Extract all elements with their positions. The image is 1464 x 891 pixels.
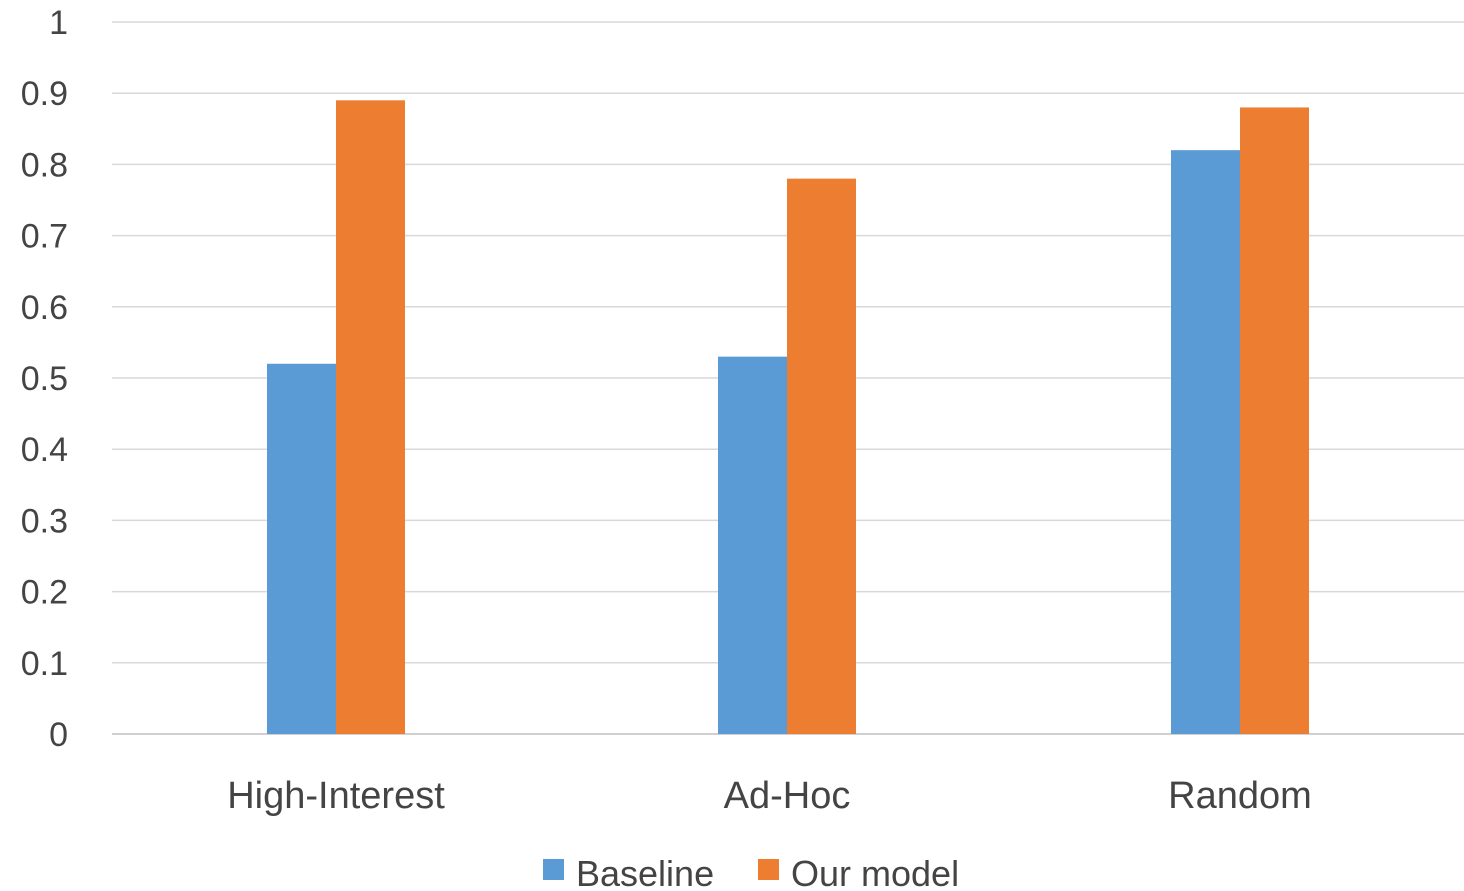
y-tick-label: 0.1 — [21, 645, 68, 683]
legend: Baseline Our model — [543, 853, 959, 891]
y-tick-label: 0.5 — [21, 360, 68, 398]
x-axis-categories: High-Interest Ad-Hoc Random — [227, 775, 1312, 817]
legend-swatch — [543, 859, 564, 880]
y-tick-label: 0.3 — [21, 502, 68, 540]
bar-our-model-ad-hoc — [787, 178, 856, 734]
x-category-label: High-Interest — [227, 775, 445, 817]
legend-swatch — [758, 859, 779, 880]
y-tick-label: 1 — [49, 4, 68, 42]
y-tick-label: 0 — [49, 716, 68, 754]
bar-baseline-ad-hoc — [718, 356, 787, 734]
y-tick-label: 0.4 — [21, 431, 68, 469]
y-tick-label: 0.9 — [21, 75, 68, 113]
y-tick-label: 0.6 — [21, 289, 68, 327]
legend-label: Baseline — [576, 853, 714, 891]
y-tick-label: 0.2 — [21, 574, 68, 612]
y-tick-label: 0.7 — [21, 218, 68, 256]
bar-baseline-high-interest — [267, 363, 336, 734]
x-category-label: Ad-Hoc — [724, 775, 851, 817]
legend-label: Our model — [791, 853, 959, 891]
bars — [267, 100, 1309, 734]
bar-our-model-high-interest — [336, 100, 405, 734]
bar-baseline-random — [1171, 150, 1240, 734]
y-tick-label: 0.8 — [21, 146, 68, 184]
x-category-label: Random — [1168, 775, 1312, 817]
bar-our-model-random — [1240, 107, 1309, 734]
y-axis-ticks: 0 0.1 0.2 0.3 0.4 0.5 0.6 0.7 0.8 0.9 1 — [21, 4, 68, 754]
